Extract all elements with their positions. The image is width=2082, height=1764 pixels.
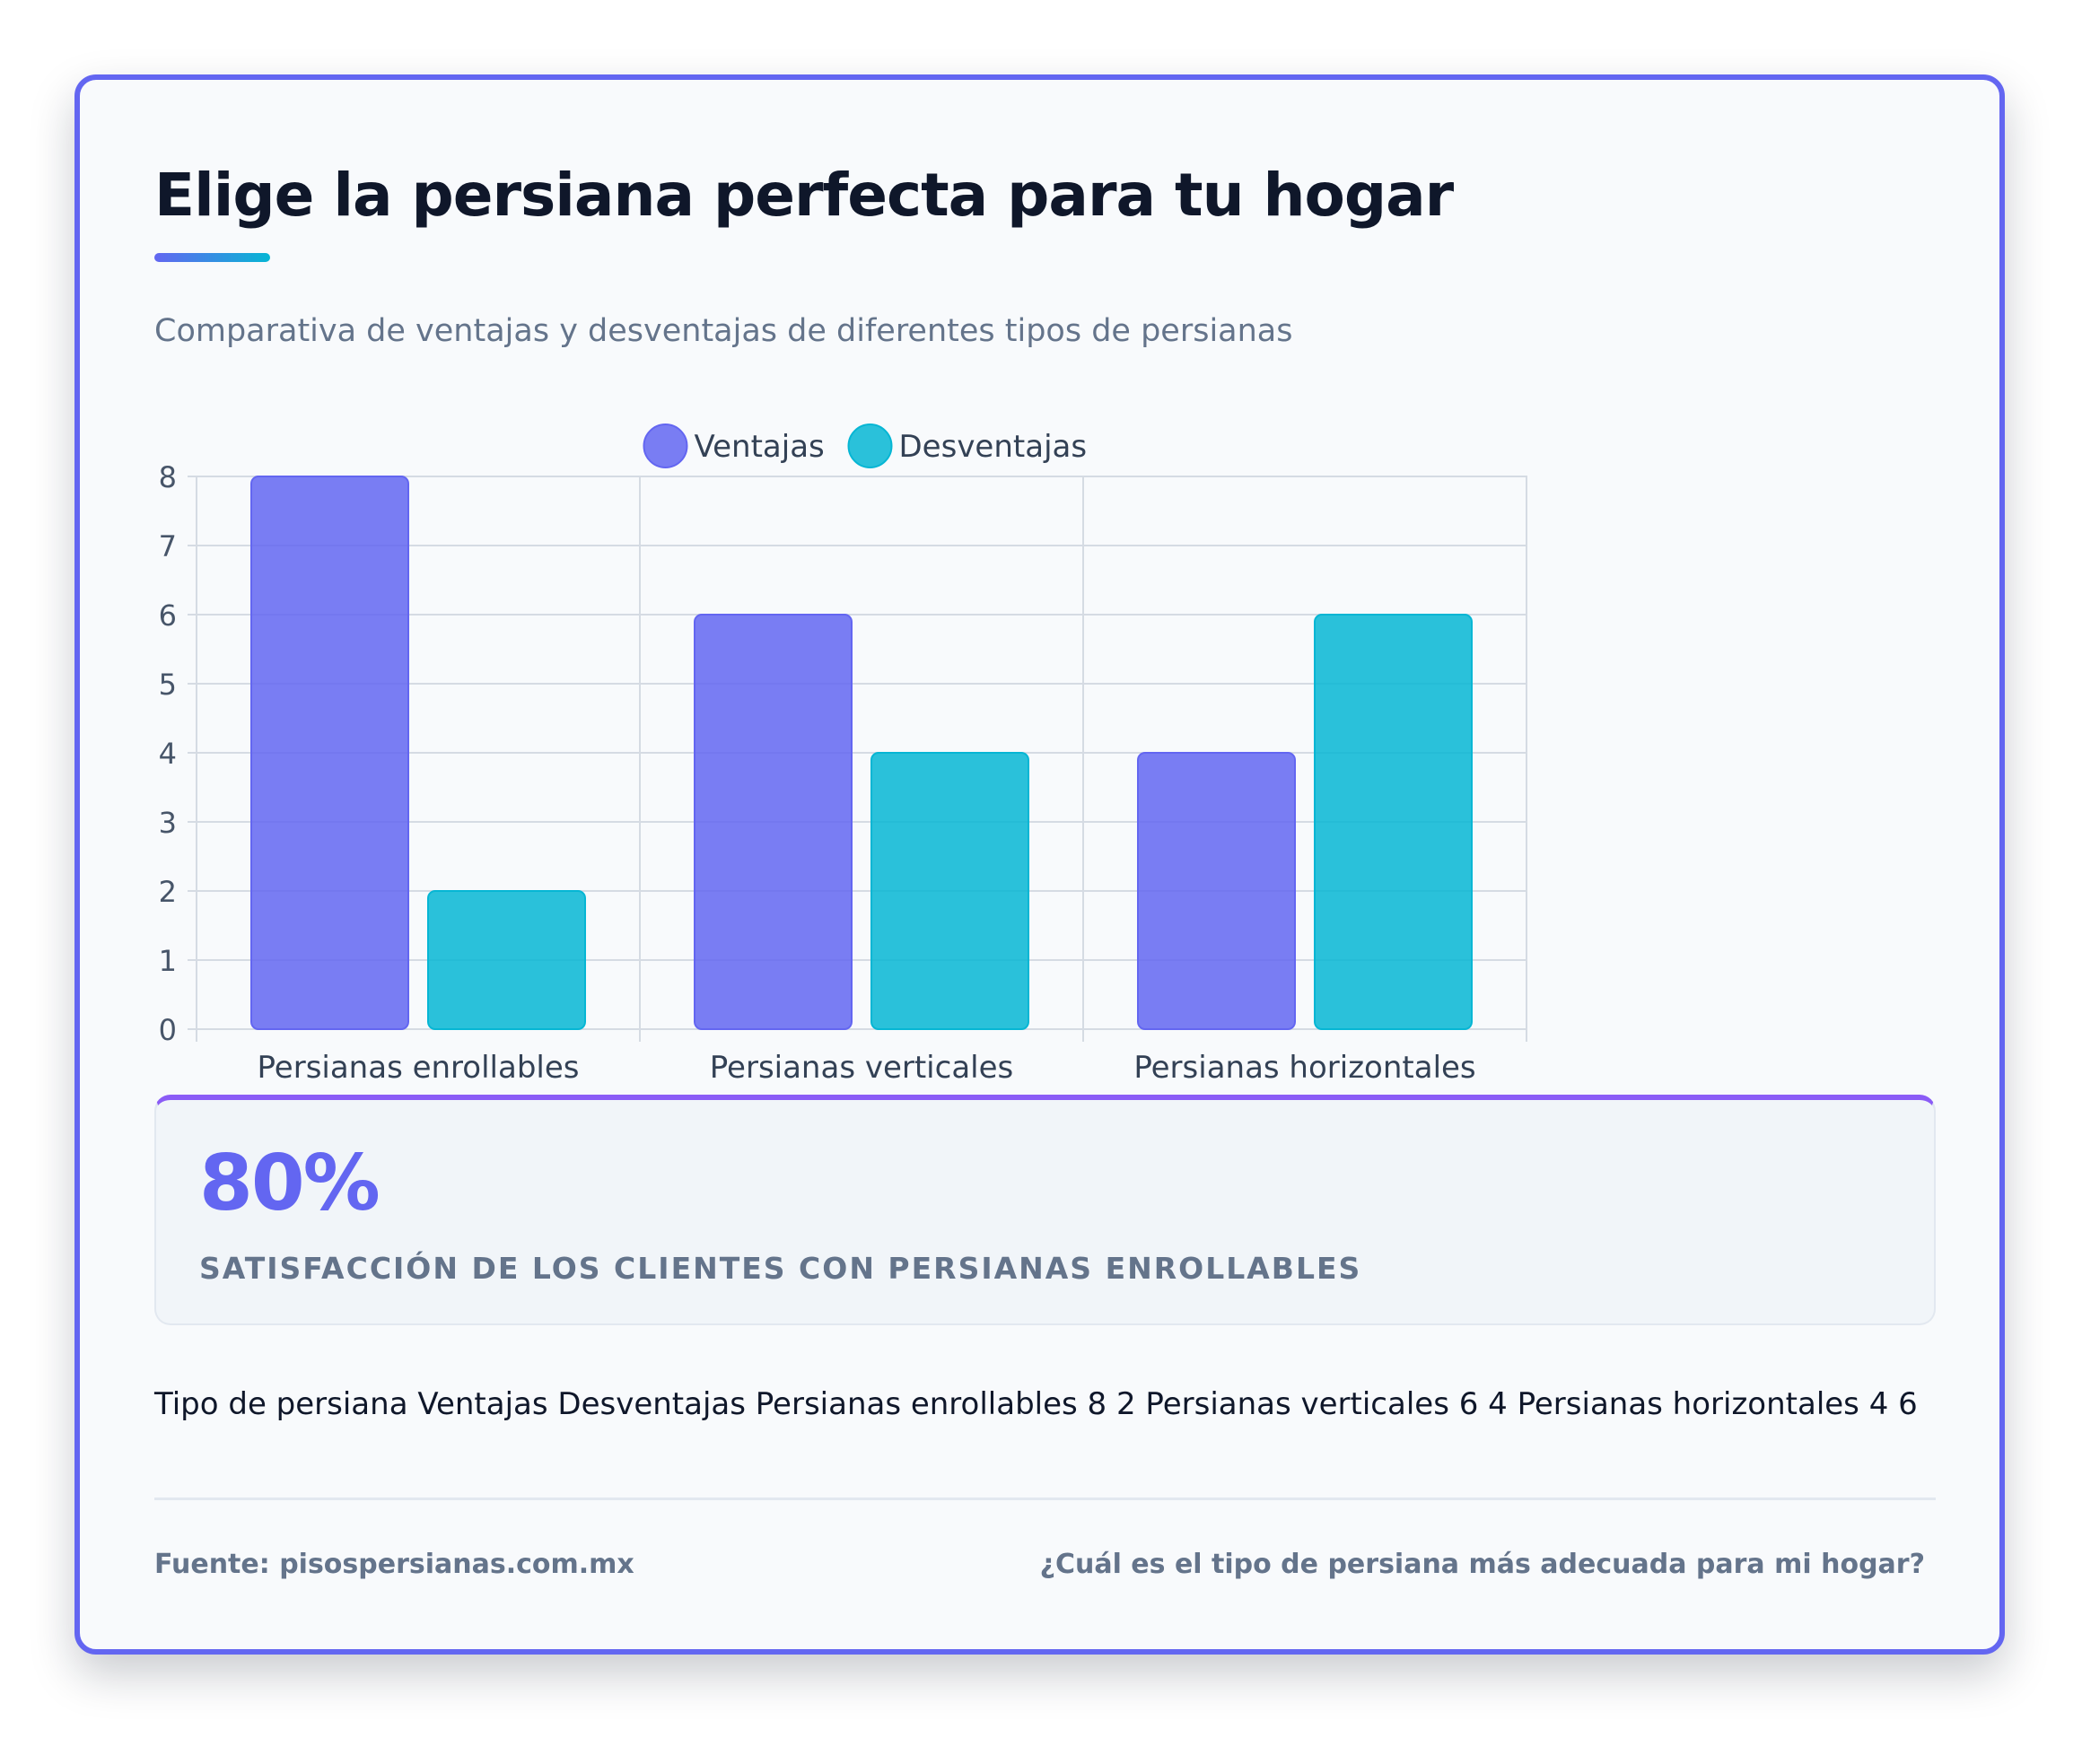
y-tick-label: 2	[159, 875, 177, 909]
card: Elige la persiana perfecta para tu hogar…	[74, 74, 2005, 1655]
stat-box: 80% SATISFACCIÓN DE LOS CLIENTES CON PER…	[154, 1095, 1936, 1325]
legend-label-desventajas: Desventajas	[899, 429, 1088, 465]
y-tick-label: 3	[159, 806, 177, 840]
bar-desventajas-3	[1314, 614, 1473, 1030]
page-subtitle: Comparativa de ventajas y desventajas de…	[154, 313, 1293, 349]
y-tick-label: 8	[159, 460, 177, 494]
x-tick-label: Persianas verticales	[710, 1050, 1014, 1086]
y-tick-label: 0	[159, 1013, 177, 1047]
y-tick-label: 4	[159, 737, 177, 771]
y-tick-label: 5	[159, 668, 177, 702]
bar-chart: 0 1 2 3 4 5 6 7 8 Persianas enrollables Persianas …	[159, 424, 1527, 1086]
x-tick-label: Persianas horizontales	[1133, 1050, 1475, 1086]
y-tick-label: 1	[159, 944, 177, 978]
legend-swatch-desventajas	[847, 424, 893, 468]
footer-question-link[interactable]: ¿Cuál es el tipo de persiana más adecuad…	[1039, 1549, 1925, 1580]
y-tick-label: 6	[159, 598, 177, 633]
footer-divider	[154, 1498, 1936, 1500]
title-underline	[154, 253, 270, 262]
bar-desventajas-2	[870, 752, 1029, 1030]
bar-ventajas-2	[694, 614, 853, 1030]
data-table-text: Tipo de persiana Ventajas Desventajas Pe…	[154, 1386, 1918, 1422]
y-tick-label: 7	[159, 529, 177, 563]
bar-desventajas-1	[427, 890, 586, 1030]
legend-swatch-ventajas	[643, 424, 688, 468]
x-tick-label: Persianas enrollables	[258, 1050, 580, 1086]
bar-ventajas-1	[250, 476, 409, 1030]
bar-ventajas-3	[1137, 752, 1296, 1030]
stat-label: SATISFACCIÓN DE LOS CLIENTES CON PERSIAN…	[199, 1251, 1362, 1286]
legend-label-ventajas: Ventajas	[695, 429, 825, 465]
page-title: Elige la persiana perfecta para tu hogar	[154, 161, 1454, 230]
stat-value: 80%	[199, 1139, 381, 1228]
footer-source: Fuente: pisospersianas.com.mx	[154, 1549, 634, 1580]
